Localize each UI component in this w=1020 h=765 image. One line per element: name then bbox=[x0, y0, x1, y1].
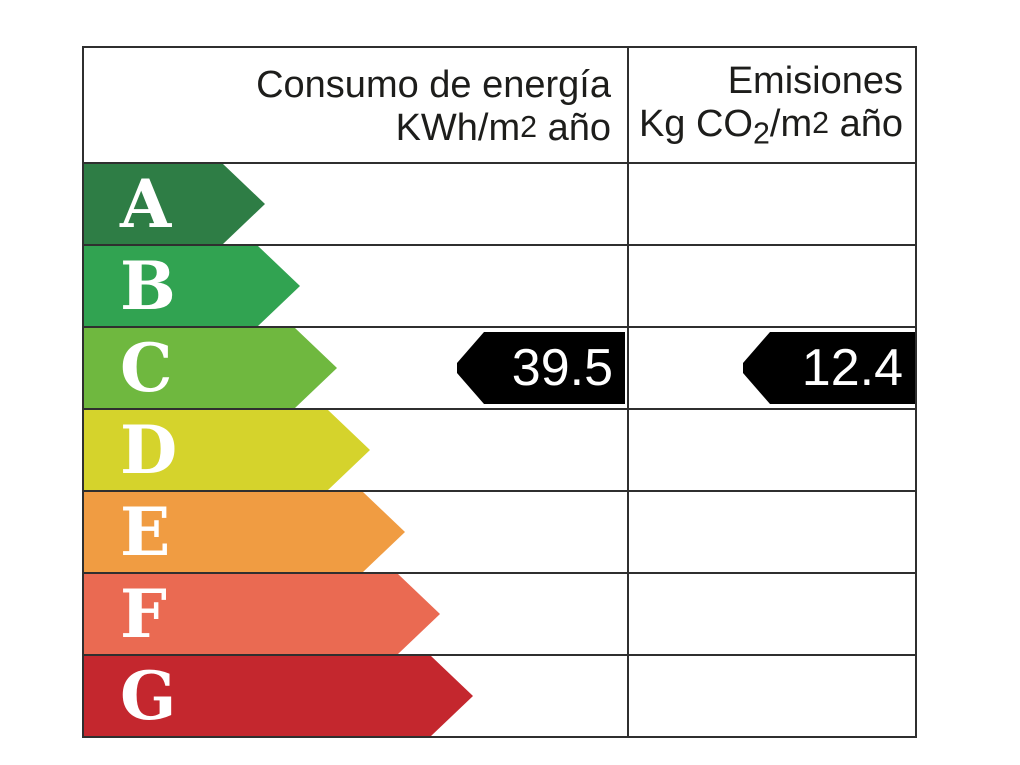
emissions-header-line2: Kg CO2/m2 año bbox=[638, 102, 903, 151]
rating-cell-b: B bbox=[84, 246, 627, 326]
consumption-header-line1: Consumo de energía bbox=[256, 64, 611, 107]
emissions-header-line1: Emisiones bbox=[727, 59, 903, 102]
emissions-value-arrow: 12.4 bbox=[743, 332, 915, 404]
emissions-value: 12.4 bbox=[801, 339, 903, 397]
rating-row-g: G bbox=[84, 654, 915, 736]
emissions-header: Emisiones Kg CO2/m2 año bbox=[627, 48, 915, 162]
rating-arrow-e: E bbox=[84, 492, 405, 572]
consumption-value: 39.5 bbox=[511, 339, 613, 397]
rating-row-f: F bbox=[84, 572, 915, 654]
rating-letter-b: B bbox=[120, 247, 176, 325]
header-row: Consumo de energía KWh/m2 año Emisiones … bbox=[84, 48, 915, 162]
emissions-cell-a bbox=[627, 164, 915, 244]
rating-arrow-g: G bbox=[84, 656, 473, 736]
rating-row-a: A bbox=[84, 162, 915, 244]
emissions-cell-f bbox=[627, 574, 915, 654]
rating-arrow-d: D bbox=[84, 410, 370, 490]
rating-row-e: E bbox=[84, 490, 915, 572]
emissions-cell-e bbox=[627, 492, 915, 572]
rating-row-c: C 39.5 12.4 bbox=[84, 326, 915, 408]
consumption-header-line2: KWh/m2 año bbox=[395, 107, 611, 150]
rating-cell-f: F bbox=[84, 574, 627, 654]
rating-row-b: B bbox=[84, 244, 915, 326]
emissions-cell-g bbox=[627, 656, 915, 736]
rating-letter-a: A bbox=[120, 165, 172, 243]
rating-letter-f: F bbox=[120, 575, 167, 653]
rating-letter-g: G bbox=[120, 657, 177, 735]
rating-cell-d: D bbox=[84, 410, 627, 490]
rating-cell-a: A bbox=[84, 164, 627, 244]
rating-cell-g: G bbox=[84, 656, 627, 736]
rating-arrow-c: C bbox=[84, 328, 337, 408]
rating-arrow-b: B bbox=[84, 246, 300, 326]
emissions-cell-d bbox=[627, 410, 915, 490]
consumption-value-arrow: 39.5 bbox=[457, 332, 625, 404]
rating-letter-c: C bbox=[120, 329, 173, 407]
rating-cell-c: C 39.5 bbox=[84, 328, 627, 408]
emissions-cell-c: 12.4 bbox=[627, 328, 915, 408]
rating-table: Consumo de energía KWh/m2 año Emisiones … bbox=[82, 46, 917, 738]
rating-arrow-a: A bbox=[84, 164, 265, 244]
emissions-cell-b bbox=[627, 246, 915, 326]
consumption-header: Consumo de energía KWh/m2 año bbox=[84, 48, 627, 162]
rating-row-d: D bbox=[84, 408, 915, 490]
rating-cell-e: E bbox=[84, 492, 627, 572]
rating-letter-e: E bbox=[120, 493, 171, 571]
rating-letter-d: D bbox=[120, 411, 178, 489]
rating-arrow-f: F bbox=[84, 574, 440, 654]
